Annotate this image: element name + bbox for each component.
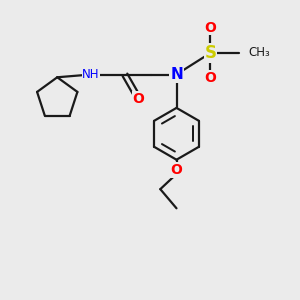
Text: S: S xyxy=(204,44,216,62)
Text: O: O xyxy=(132,92,144,106)
Text: CH₃: CH₃ xyxy=(249,46,270,59)
Text: NH: NH xyxy=(82,68,100,81)
Text: N: N xyxy=(170,68,183,82)
Text: O: O xyxy=(171,163,182,177)
Text: O: O xyxy=(204,21,216,35)
Text: O: O xyxy=(204,71,216,85)
